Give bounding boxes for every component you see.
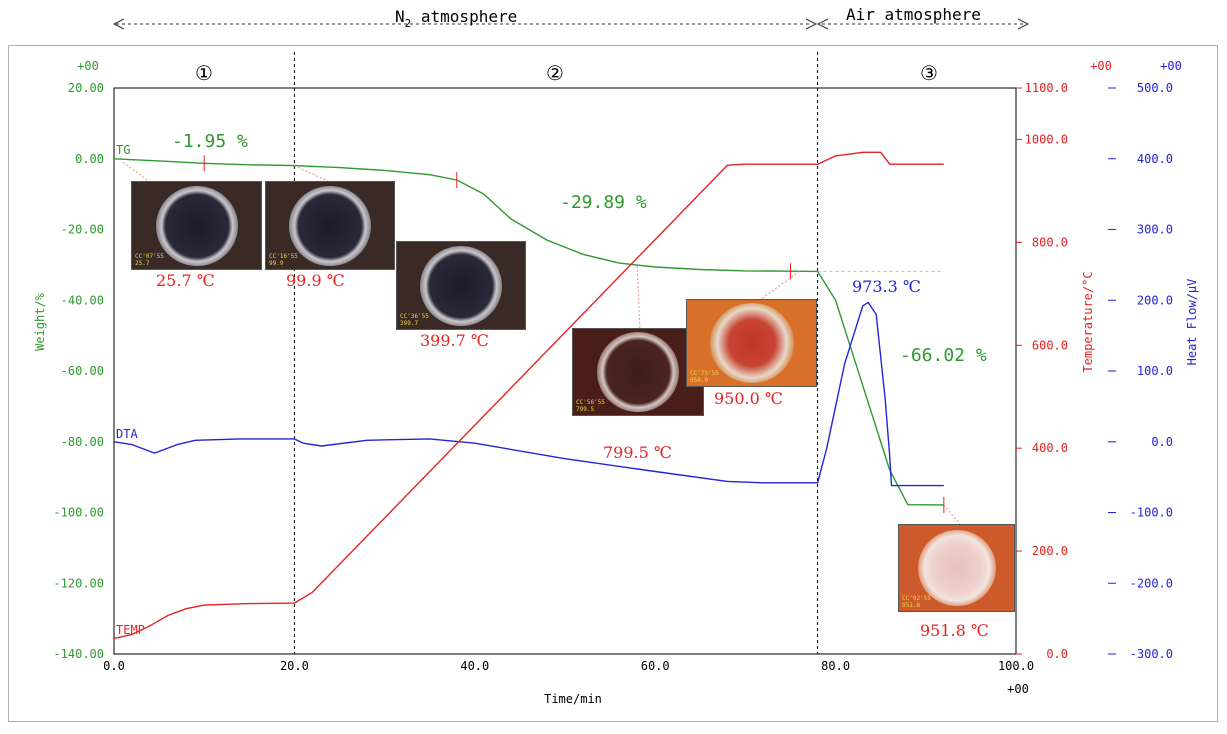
n2-atmosphere-label: N2 atmosphere <box>395 7 517 30</box>
heat-axis-exponent: +00 <box>1160 59 1182 73</box>
mass-loss-stage-1: -1.95 % <box>172 131 248 152</box>
photo-leader-lines <box>122 161 961 525</box>
heat-tick-label: -100.0 <box>1130 506 1173 520</box>
heat-tick-label: 200.0 <box>1137 293 1173 307</box>
mass-loss-stage-2: -29.89 % <box>560 192 647 213</box>
photo-leader-line <box>759 270 800 301</box>
temp-tick-label: 1000.0 <box>1025 132 1068 146</box>
x-tick-label: 0.0 <box>103 659 125 673</box>
temp-axis-exponent: +00 <box>1090 59 1112 73</box>
weight-tick-label: -80.00 <box>61 435 104 449</box>
sample-photo-1: CC'07'55 25.7 <box>131 181 262 270</box>
temp-curve-label: TEMP <box>116 623 145 637</box>
heat-tick-label: -300.0 <box>1130 647 1173 661</box>
stage-1-marker: ① <box>195 61 213 85</box>
weight-axis-label: Weight/% <box>33 292 47 351</box>
temp-tick-label: 0.0 <box>1046 647 1068 661</box>
photo-3-temp: 399.7 ℃ <box>420 331 489 350</box>
heat-axis-label: Heat Flow/μV <box>1185 279 1199 366</box>
mass-loss-stage-3: -66.02 % <box>900 345 987 366</box>
x-tick-label: 80.0 <box>821 659 850 673</box>
sample-photo-4: CC'56'55 799.5 <box>572 328 704 416</box>
tg-curve <box>113 158 944 506</box>
heat-tick-label: 300.0 <box>1137 223 1173 237</box>
plot-area <box>113 87 1017 655</box>
x-tick-label: 100.0 <box>998 659 1034 673</box>
temp-tick-label: 400.0 <box>1032 441 1068 455</box>
stage-2-marker: ② <box>546 61 564 85</box>
weight-tick-label: -60.00 <box>61 364 104 378</box>
photo-4-temp: 799.5 ℃ <box>603 443 672 462</box>
heat-tick-label: 100.0 <box>1137 364 1173 378</box>
weight-tick-label: -140.00 <box>53 647 104 661</box>
photo-6-temp: 951.8 ℃ <box>920 621 989 640</box>
photo-leader-line <box>636 265 641 331</box>
x-axis-label: Time/min <box>544 692 602 706</box>
temp-tick-label: 200.0 <box>1032 544 1068 558</box>
sample-photo-6: CC'92'55 951.8 <box>898 524 1015 612</box>
dta-curve-label: DTA <box>116 427 138 441</box>
air-atmosphere-label: Air atmosphere <box>846 5 981 24</box>
dta-peak-label: 973.3 ℃ <box>852 277 921 296</box>
sample-photo-5: CC'75'55 950.0 <box>686 299 817 387</box>
x-tick-label: 60.0 <box>641 659 670 673</box>
x-axis-exponent: +00 <box>1007 682 1029 696</box>
heat-tick-label: 400.0 <box>1137 152 1173 166</box>
chart-frame <box>8 45 1218 722</box>
x-tick-label: 40.0 <box>460 659 489 673</box>
temp-curve <box>113 151 944 640</box>
temp-tick-label: 800.0 <box>1032 235 1068 249</box>
stage-3-marker: ③ <box>920 61 938 85</box>
atmosphere-header: N2 atmosphere Air atmosphere <box>112 5 1030 30</box>
dta-curve <box>113 301 944 487</box>
weight-tick-label: -120.00 <box>53 576 104 590</box>
weight-tick-label: 0.00 <box>75 152 104 166</box>
weight-axis-exponent: +00 <box>77 59 99 73</box>
photo-leader-line <box>122 161 151 183</box>
photo-5-temp: 950.0 ℃ <box>714 389 783 408</box>
temp-tick-label: 1100.0 <box>1025 81 1068 95</box>
sample-photo-3: CC'36'55 399.7 <box>396 241 526 330</box>
weight-tick-label: -40.00 <box>61 293 104 307</box>
heat-tick-label: 0.0 <box>1151 435 1173 449</box>
photo-1-temp: 25.7 ℃ <box>156 271 215 290</box>
temp-axis-label: Temperature/°C <box>1081 271 1095 372</box>
x-tick-label: 20.0 <box>280 659 309 673</box>
heat-tick-label: -200.0 <box>1130 576 1173 590</box>
photo-2-temp: 99.9 ℃ <box>286 271 345 290</box>
temp-tick-label: 600.0 <box>1032 338 1068 352</box>
heat-tick-label: 500.0 <box>1137 81 1173 95</box>
weight-tick-label: 20.00 <box>68 81 104 95</box>
weight-tick-label: -100.00 <box>53 506 104 520</box>
weight-tick-label: -20.00 <box>61 223 104 237</box>
sample-photo-2: CC'16'55 99.9 <box>265 181 395 270</box>
photo-leader-line <box>943 504 961 525</box>
photo-leader-line <box>294 165 331 183</box>
tg-curve-label: TG <box>116 143 130 157</box>
